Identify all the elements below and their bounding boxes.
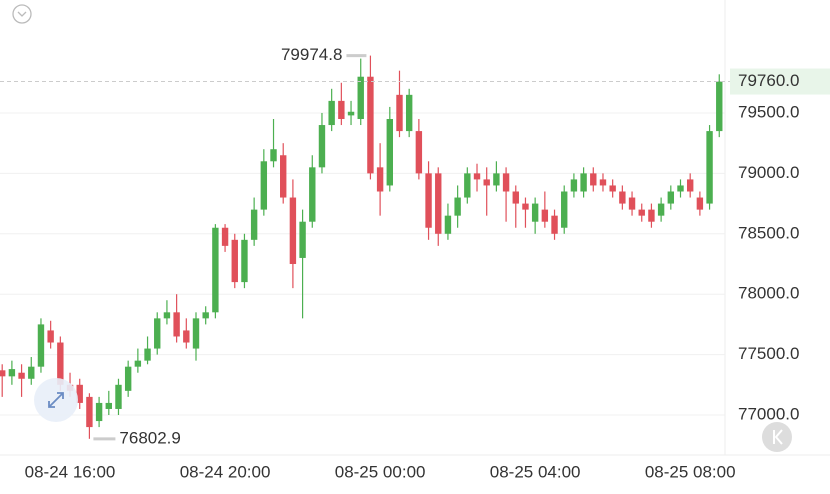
x-tick-label: 08-25 04:00	[490, 462, 581, 481]
candle-body	[512, 191, 519, 204]
candle-body	[115, 384, 122, 409]
candle-body	[280, 155, 287, 198]
candle-body	[212, 227, 219, 313]
scroll-latest-button[interactable]	[762, 422, 792, 452]
low-label: 76802.9	[119, 428, 180, 447]
candle-body	[18, 372, 25, 379]
candle-body	[706, 131, 713, 204]
last-price-bg	[730, 68, 830, 95]
candle-body	[241, 239, 248, 283]
x-tick-label: 08-25 08:00	[645, 462, 736, 481]
candle-body	[95, 402, 103, 422]
candle-body	[609, 185, 616, 192]
candle-body	[619, 191, 626, 204]
candle-body	[667, 191, 675, 204]
candle-body	[435, 173, 442, 234]
candle-body	[493, 173, 500, 186]
candle-body	[260, 161, 268, 210]
candle-body	[628, 197, 636, 210]
collapse-icon[interactable]	[12, 4, 32, 24]
candle-body	[570, 179, 578, 192]
candle-body	[144, 348, 151, 361]
candle-body	[599, 179, 607, 186]
candle-body	[638, 209, 645, 216]
candle-body	[202, 312, 209, 319]
candle-body	[657, 203, 665, 216]
candle-body	[551, 215, 558, 234]
candle-body	[522, 203, 529, 210]
candle-body	[318, 125, 326, 168]
candle-body	[231, 239, 238, 283]
candle-body	[250, 209, 258, 240]
candle-body	[221, 227, 229, 246]
candle-body	[173, 312, 180, 337]
candle-body	[183, 330, 190, 343]
candle-body	[347, 111, 355, 116]
candle-body	[0, 370, 6, 377]
candle-body	[677, 185, 684, 192]
candle-body	[483, 179, 490, 186]
candle-body	[124, 366, 132, 391]
candle-body	[57, 342, 64, 385]
candle-body	[105, 402, 112, 409]
candle-body	[541, 209, 549, 222]
candle-body	[425, 173, 432, 228]
candle-body	[8, 369, 16, 377]
plot: 77000.0 77500.0 78000.0 78500.0 79000.0 79500…	[0, 45, 830, 481]
candle-body	[580, 173, 587, 192]
y-tick-label: 79500.0	[738, 102, 799, 121]
x-tick-label: 08-25 00:00	[335, 462, 426, 481]
x-tick-label: 08-24 20:00	[180, 462, 271, 481]
candle-body	[502, 173, 510, 192]
candle-body	[376, 167, 384, 192]
last-price-label: 79760.0	[738, 71, 799, 90]
candle-body	[328, 100, 335, 126]
candle-body	[163, 312, 171, 319]
candle-body	[473, 173, 481, 180]
y-tick-label: 78500.0	[738, 223, 799, 242]
candle-body	[454, 197, 461, 216]
candle-body	[134, 360, 142, 367]
candle-body	[686, 179, 694, 192]
high-label: 79974.8	[281, 45, 342, 64]
y-tick-label: 79000.0	[738, 163, 799, 182]
candle-body	[270, 149, 277, 162]
candle-body	[415, 131, 423, 174]
candle-body	[338, 100, 345, 120]
x-tick-label: 08-24 16:00	[25, 462, 116, 481]
candle-body	[299, 221, 306, 258]
candle-body	[76, 384, 83, 403]
candle-body	[309, 167, 316, 222]
candle-body	[192, 318, 200, 349]
y-tick-label: 77000.0	[738, 404, 799, 423]
candle-body	[531, 203, 539, 222]
candle-body	[289, 197, 297, 264]
candle-body	[696, 197, 704, 210]
candle-body	[464, 173, 471, 198]
candle-body	[28, 366, 35, 379]
candle-body	[367, 76, 374, 174]
candle-body	[444, 215, 452, 234]
candle-body	[154, 318, 161, 349]
candle-body	[386, 119, 393, 186]
candle-body	[396, 94, 403, 132]
candle-body	[648, 209, 655, 222]
y-tick-label: 77500.0	[738, 344, 799, 363]
expand-button[interactable]	[34, 378, 78, 422]
y-tick-label: 78000.0	[738, 284, 799, 303]
candle-body	[561, 191, 568, 228]
candle-body	[37, 324, 45, 367]
candle-body	[405, 94, 413, 132]
candle-body	[86, 396, 93, 428]
candle-body	[590, 173, 597, 186]
candle-body	[357, 76, 364, 120]
candle-body	[716, 81, 723, 132]
candle-body	[47, 330, 54, 343]
